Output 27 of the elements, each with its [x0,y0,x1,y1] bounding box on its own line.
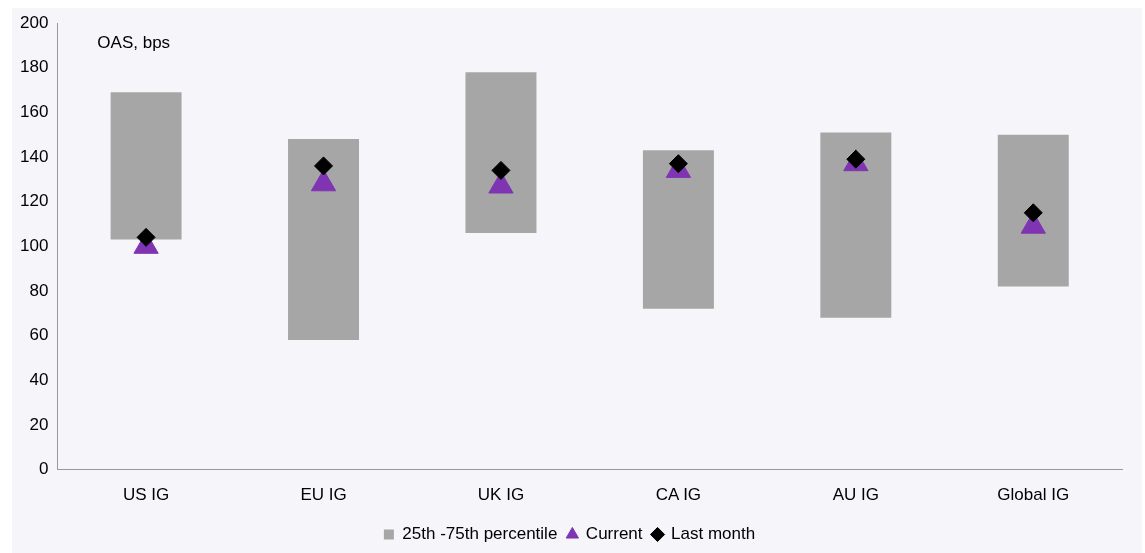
legend-label: Current [585,524,643,544]
bar [288,139,360,341]
y-tick-label: 140 [19,146,49,166]
y-tick-label: 120 [19,191,49,211]
y-tick-label: 200 [19,12,49,32]
x-tick-label: AU IG [832,485,879,505]
y-tick-label: 180 [19,57,49,77]
x-tick-label: CA IG [655,485,702,505]
bar [820,132,892,318]
bar [997,134,1069,287]
bar [642,150,714,309]
x-tick-label: UK IG [477,485,525,505]
bar [110,92,182,240]
x-tick-label: EU IG [300,485,347,505]
x-tick-label: US IG [122,485,170,505]
x-tick-label: Global IG [997,485,1070,505]
y-tick-label: 80 [29,280,49,300]
legend-label: 25th -75th percentile [402,524,558,544]
y-tick-label: 0 [38,459,49,479]
y-tick-label: 100 [19,235,49,255]
y-tick-label: 60 [29,325,49,345]
annotation: OAS, bps [97,33,171,53]
y-tick-label: 160 [19,102,49,122]
y-tick-label: 20 [29,414,49,434]
bar [465,72,537,233]
legend-label: Last month [671,524,756,544]
y-tick-label: 40 [29,369,49,389]
